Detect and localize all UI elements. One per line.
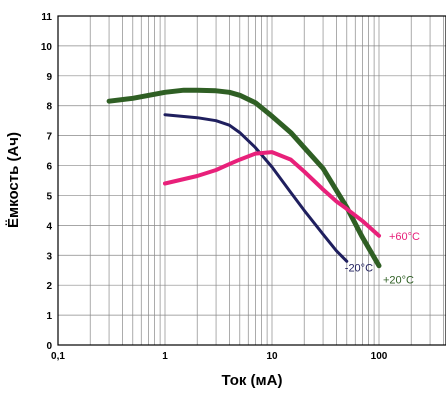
x-axis-title: Ток (мА) [222,372,283,389]
series-labels: -20°C +20°C +60°C [345,231,420,287]
plot-frame [57,15,446,346]
y-tick-label: 10 [41,42,53,53]
y-tick-label: 11 [41,12,52,23]
y-tick-label: 5 [46,191,52,202]
y-tick-label: 7 [46,132,52,143]
series-layer [106,87,382,269]
grid [58,15,446,345]
series-line [163,113,349,263]
tick-labels: 0 1 2 3 4 5 6 7 8 9 10 11 0,1 1 10 100 [41,12,388,362]
y-tick-label: 8 [46,102,52,113]
x-tick-label: 0,1 [51,351,65,362]
y-axis-title: Ёмкость (Ач) [5,132,22,228]
y-tick-label: 6 [46,162,52,173]
y-tick-label: 2 [46,281,52,292]
y-tick-label: 1 [46,311,52,322]
series-label: +20°C [383,275,414,287]
x-tick-label: 10 [266,351,278,362]
y-tick-label: 4 [46,221,52,232]
y-tick-label: 0 [46,341,52,352]
series-line [106,87,382,269]
y-tick-label: 9 [46,72,52,83]
x-tick-label: 1 [162,351,168,362]
y-tick-label: 3 [46,251,52,262]
series-line [163,150,381,238]
x-tick-label: 100 [371,351,388,362]
series-label: +60°C [389,231,420,243]
series-label: -20°C [345,262,373,274]
